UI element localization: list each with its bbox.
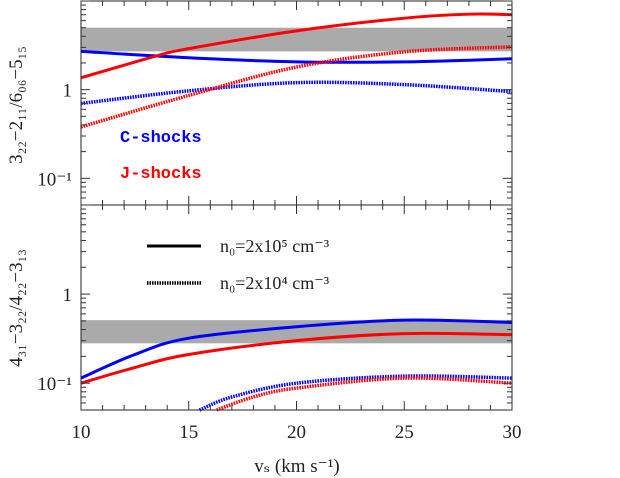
- bottom-y-axis-label: 4₃₁−3₂₂/4₂₂−3₁₃: [6, 249, 27, 367]
- series-j-shock-dotted: [80, 45, 513, 129]
- series-j-shock-solid: [80, 331, 513, 385]
- y-tick-label: 10⁻¹: [37, 169, 72, 190]
- y-tick-label: 10⁻¹: [37, 374, 72, 395]
- annotation-c-shocks: C-shocks: [120, 129, 202, 148]
- top-y-axis-label: 3₂₂−2₁₁/6₀₆−5₁₅: [6, 46, 27, 164]
- x-tick-label: 30: [503, 422, 522, 443]
- x-tick-label: 10: [72, 422, 91, 443]
- x-tick-label: 25: [395, 422, 414, 443]
- x-tick-label: 15: [179, 422, 198, 443]
- series-c-shock-dotted: [80, 80, 513, 106]
- series-j-shock-dotted: [216, 376, 513, 412]
- series-c-shock-solid: [80, 49, 513, 64]
- observed-range-band: [81, 27, 512, 52]
- annotation-j-shocks: J-shocks: [120, 165, 202, 184]
- x-tick-label: 20: [287, 422, 306, 443]
- y-tick-label: 1: [63, 285, 73, 306]
- y-tick-label: 1: [63, 81, 73, 102]
- x-axis-label: vₛ (km s⁻¹): [254, 456, 339, 477]
- series-j-shock-solid: [80, 12, 513, 80]
- legend-label-dotted: n₀=2x10⁴ cm⁻³: [220, 273, 330, 293]
- series-c-shock-dotted: [198, 374, 513, 412]
- legend-label-solid: n₀=2x10⁵ cm⁻³: [220, 236, 330, 256]
- series-c-shock-solid: [80, 318, 513, 380]
